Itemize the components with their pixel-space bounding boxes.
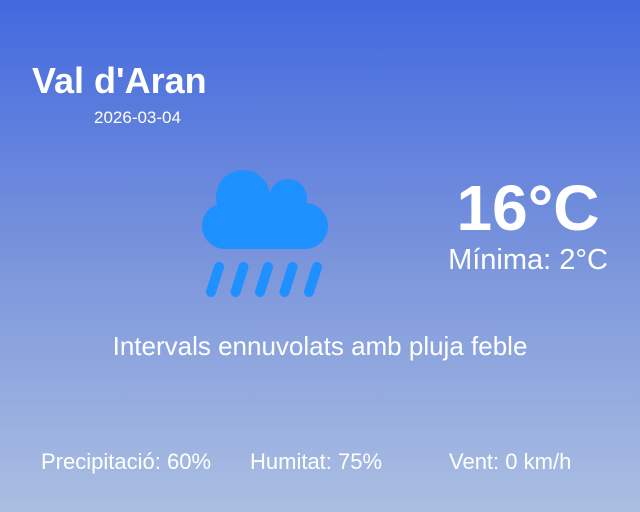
stat-humidity-label: Humitat: — [250, 449, 332, 474]
location-title: Val d'Aran — [32, 60, 207, 101]
stat-wind-value: 0 km/h — [505, 449, 572, 474]
stat-precipitation: Precipitació: 60% — [41, 449, 212, 474]
stat-precipitation-label: Precipitació: — [41, 449, 161, 474]
stat-humidity: Humitat: 75% — [250, 449, 383, 474]
stat-wind: Vent: 0 km/h — [449, 449, 572, 474]
stat-precipitation-value: 60% — [166, 449, 212, 474]
conditions-text: Intervals ennuvolats amb pluja feble — [112, 331, 528, 361]
current-conditions-column: 16°C Mínima: 2°C — [400, 0, 640, 512]
date-text: 2026-03-04 — [94, 108, 181, 127]
cloud-rain-icon — [202, 170, 328, 297]
rain-streaks — [206, 262, 322, 297]
min-temperature: Mínima: 2°C — [400, 244, 640, 277]
min-temperature-value: 2°C — [559, 244, 608, 276]
stat-humidity-value: 75% — [338, 449, 383, 474]
min-temperature-label: Mínima: — [448, 244, 552, 276]
cloud-shape — [202, 170, 328, 249]
temperature-value: 16°C — [456, 172, 600, 244]
stat-wind-label: Vent: — [449, 449, 500, 474]
